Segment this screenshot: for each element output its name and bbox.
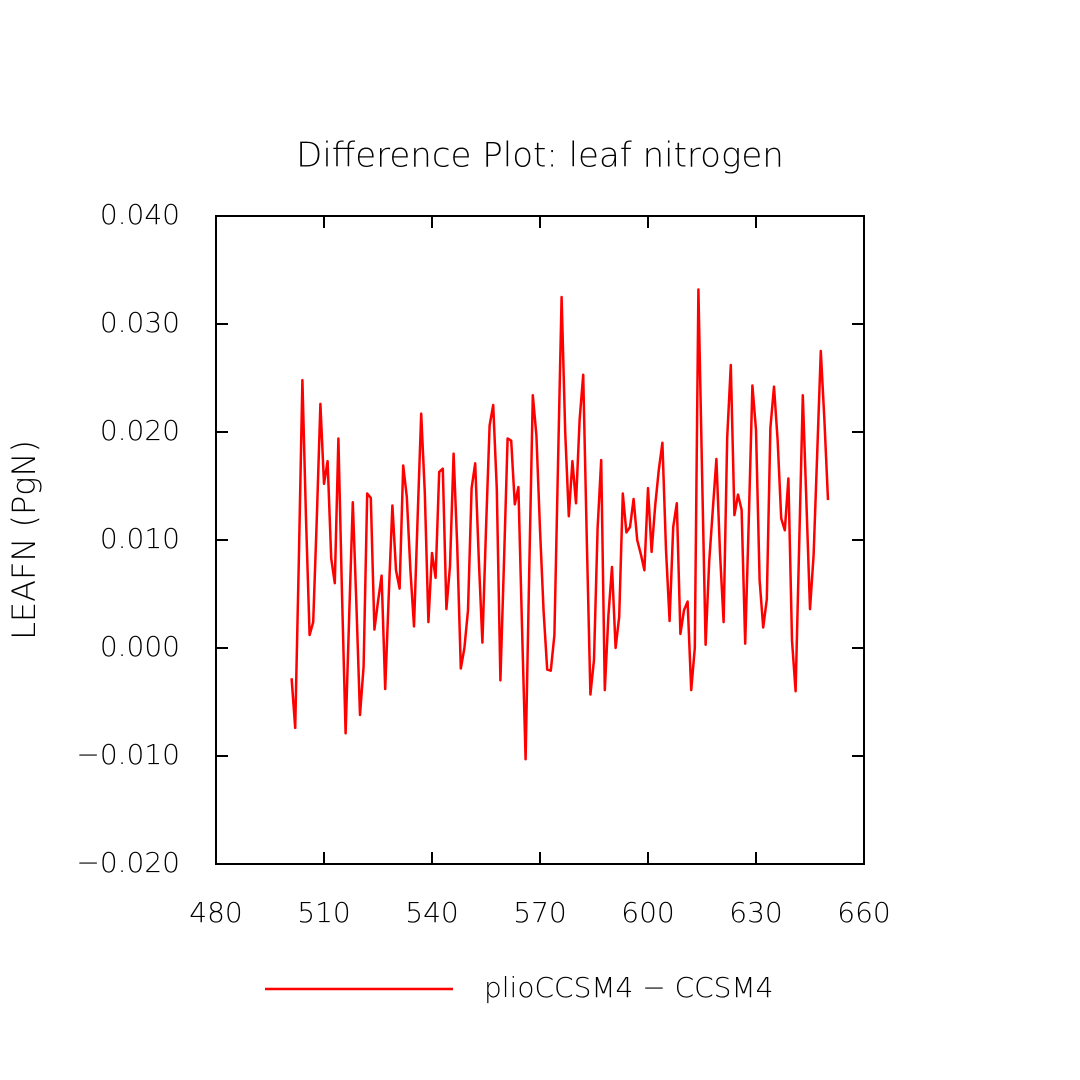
x-tick-label: 480 — [189, 896, 242, 929]
y-tick-label: 0.020 — [100, 414, 180, 447]
y-tick-label: 0.010 — [100, 522, 180, 555]
y-axis-label: LEAFN (PgN) — [5, 440, 43, 640]
y-tick-label: −0.010 — [76, 738, 180, 771]
y-tick-label: 0.030 — [100, 306, 180, 339]
y-tick-label: 0.000 — [100, 630, 180, 663]
y-tick-label: 0.040 — [100, 198, 180, 231]
x-tick-label: 600 — [621, 896, 674, 929]
y-tick-label: −0.020 — [76, 846, 180, 879]
data-line — [290, 288, 830, 761]
x-tick-label: 630 — [729, 896, 782, 929]
x-tick-label: 570 — [513, 896, 566, 929]
chart-title: Difference Plot: leaf nitrogen — [296, 136, 784, 176]
x-tick-label: 540 — [405, 896, 458, 929]
x-tick-label: 660 — [837, 896, 890, 929]
x-tick-label: 510 — [297, 896, 350, 929]
legend-label: plioCCSM4 − CCSM4 — [484, 971, 773, 1004]
